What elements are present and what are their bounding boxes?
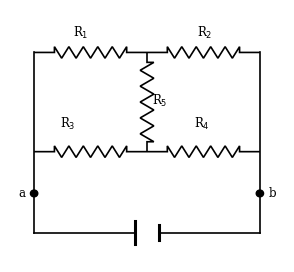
Text: a: a <box>18 187 25 200</box>
Circle shape <box>256 190 263 197</box>
Text: R$_{1}$: R$_{1}$ <box>73 25 88 41</box>
Text: R$_{2}$: R$_{2}$ <box>197 25 213 41</box>
Circle shape <box>31 190 38 197</box>
Text: R$_{4}$: R$_{4}$ <box>194 116 210 132</box>
Text: R$_{5}$: R$_{5}$ <box>152 93 168 109</box>
Text: b: b <box>269 187 276 200</box>
Text: R$_{3}$: R$_{3}$ <box>60 116 76 132</box>
